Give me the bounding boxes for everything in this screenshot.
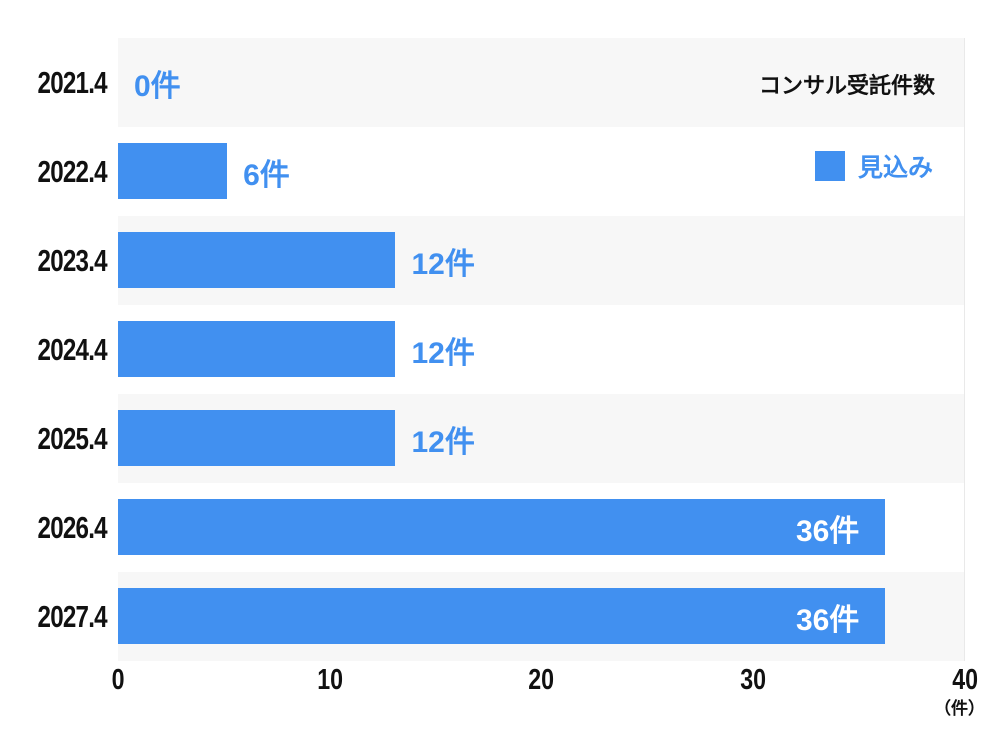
y-axis-label: 2021.4	[37, 64, 108, 100]
y-axis-label: 2025.4	[37, 420, 108, 456]
y-axis-label: 2024.4	[37, 331, 108, 367]
chart-row: 2024.4 12件	[38, 305, 964, 394]
legend-label: 見込み	[857, 154, 933, 182]
chart-row: 2022.4 6件	[38, 127, 964, 216]
y-axis-label: 2026.4	[37, 509, 108, 545]
bar	[118, 410, 396, 466]
bar	[118, 321, 396, 377]
bar	[118, 143, 228, 199]
bar-value-label: 12件	[411, 425, 475, 459]
bar-value-label: 36件	[795, 603, 860, 637]
bar-value-label: 12件	[411, 336, 475, 370]
bar	[118, 232, 396, 288]
plot-area: 2021.4 0件 2022.4 6件 2023.4 12件 2024.4 12件 2025.4…	[38, 38, 965, 661]
y-axis-label: 2023.4	[37, 242, 108, 278]
chart-row: 2023.4 12件	[38, 216, 964, 305]
chart-row: 2021.4 0件	[38, 38, 964, 127]
y-axis-label: 2022.4	[37, 153, 108, 189]
bar	[118, 499, 886, 555]
bar-value-label: 0件	[134, 69, 181, 103]
x-axis: 0 10 20 30 40	[111, 663, 978, 696]
chart-row: 2025.4 12件	[38, 394, 964, 483]
bar-value-label: 36件	[795, 514, 860, 548]
bar	[118, 588, 886, 644]
legend: 見込み	[814, 148, 933, 184]
chart-title: コンサル受託件数	[758, 73, 935, 98]
x-axis-unit-label: （件）	[934, 699, 985, 718]
bar-value-label: 6件	[243, 158, 290, 192]
chart-row: 2027.4 36件	[38, 572, 964, 661]
y-axis-label: 2027.4	[37, 598, 108, 634]
chart-row: 2026.4 36件	[38, 483, 964, 572]
bar-value-label: 12件	[411, 247, 475, 281]
legend-swatch-icon	[814, 151, 845, 181]
